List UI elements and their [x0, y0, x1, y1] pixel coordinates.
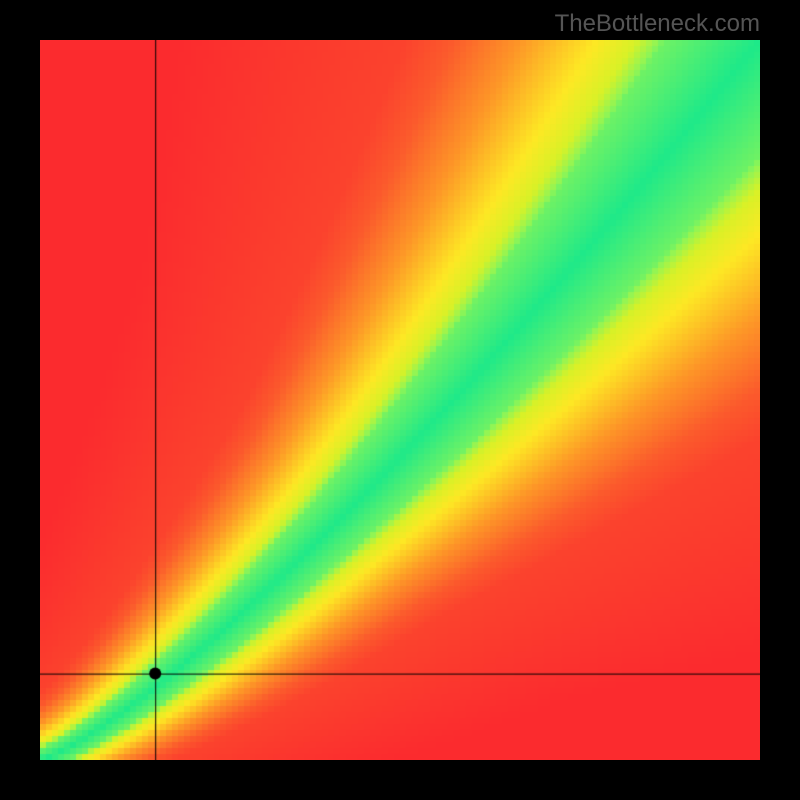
bottleneck-heatmap [40, 40, 760, 760]
heatmap-canvas [40, 40, 760, 760]
watermark-text: TheBottleneck.com [555, 10, 760, 38]
